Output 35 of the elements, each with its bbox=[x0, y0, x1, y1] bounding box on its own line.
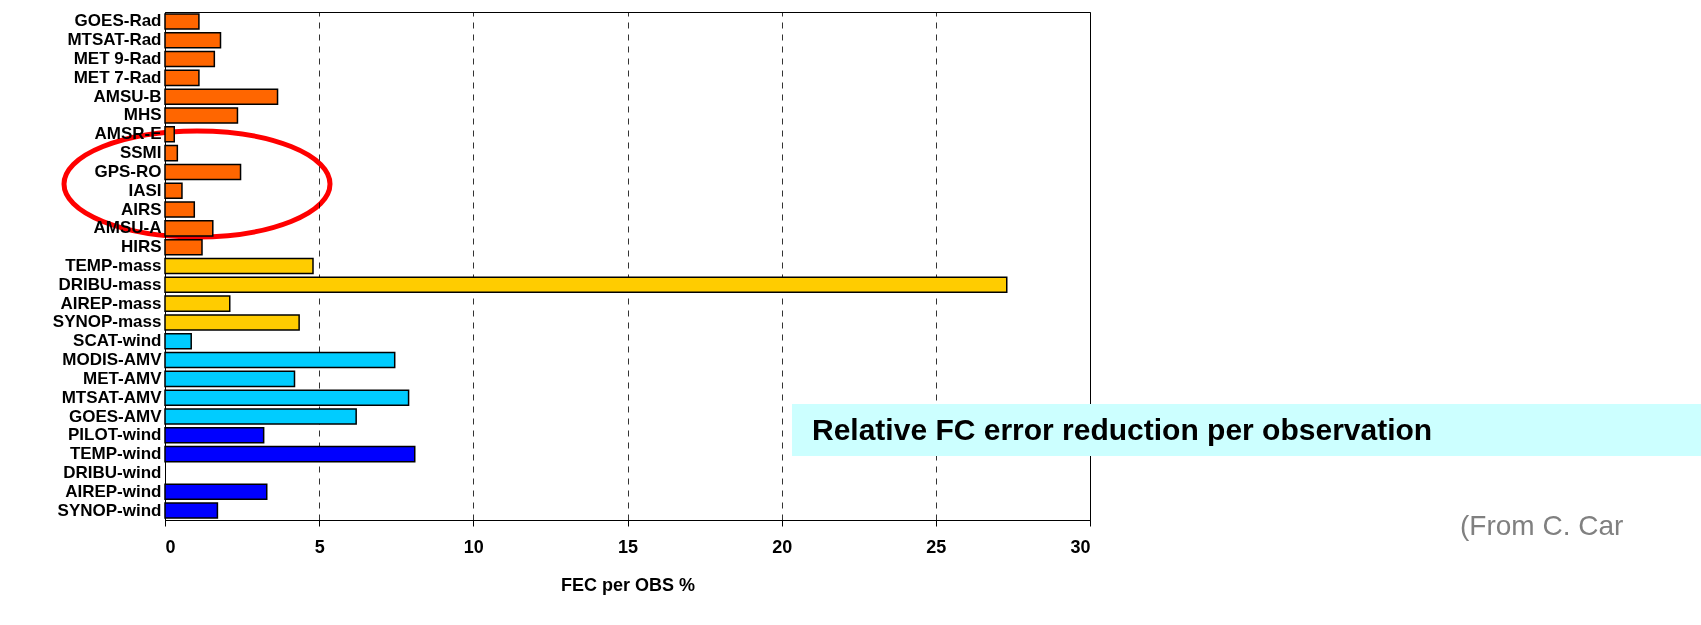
x-tick-label: 5 bbox=[314, 536, 325, 557]
y-tick-label: AMSU-B bbox=[93, 86, 162, 106]
caption-box: Relative FC error reduction per observation bbox=[792, 404, 1701, 456]
y-tick-label: HIRS bbox=[120, 237, 162, 257]
y-tick-label: SYNOP-wind bbox=[57, 500, 162, 520]
y-tick-label: AIREP-mass bbox=[60, 293, 162, 313]
y-tick-label: MTSAT-Rad bbox=[67, 30, 162, 50]
y-tick-label: MHS bbox=[123, 105, 162, 125]
y-tick-label: AIRS bbox=[120, 199, 162, 219]
y-tick-label: SSMI bbox=[119, 143, 162, 163]
y-tick-label: GOES-Rad bbox=[74, 11, 162, 31]
y-tick-label: MTSAT-AMV bbox=[61, 387, 163, 407]
x-axis-title: FEC per OBS % bbox=[560, 574, 696, 595]
y-tick-label: IASI bbox=[128, 180, 162, 200]
y-tick-label: GPS-RO bbox=[94, 161, 162, 181]
y-tick-label: DRIBU-mass bbox=[58, 274, 162, 294]
y-tick-label: DRIBU-wind bbox=[63, 462, 162, 482]
y-tick-label: TEMP-mass bbox=[65, 256, 162, 275]
y-tick-label: MODIS-AMV bbox=[62, 350, 163, 370]
x-tick-label: 15 bbox=[617, 536, 639, 557]
y-tick-label: MET 7-Rad bbox=[73, 67, 162, 87]
y-tick-label: MET 9-Rad bbox=[73, 49, 162, 69]
y-tick-label: AIREP-wind bbox=[65, 481, 162, 501]
y-tick-label: TEMP-wind bbox=[69, 444, 162, 464]
y-tick-label: GOES-AMV bbox=[68, 406, 163, 426]
y-tick-label: MET-AMV bbox=[83, 368, 163, 388]
y-tick-label: PILOT-wind bbox=[68, 425, 162, 445]
y-tick-label: SYNOP-mass bbox=[52, 312, 162, 332]
text: (From C. Car bbox=[1460, 510, 1624, 542]
x-tick-label: 20 bbox=[772, 536, 793, 557]
x-tick-label: 30 bbox=[1070, 536, 1091, 557]
x-tick-label: 0 bbox=[165, 536, 176, 557]
x-tick-label: 25 bbox=[926, 536, 947, 557]
x-tick-label: 10 bbox=[463, 536, 484, 557]
y-tick-label: SCAT-wind bbox=[73, 331, 162, 351]
